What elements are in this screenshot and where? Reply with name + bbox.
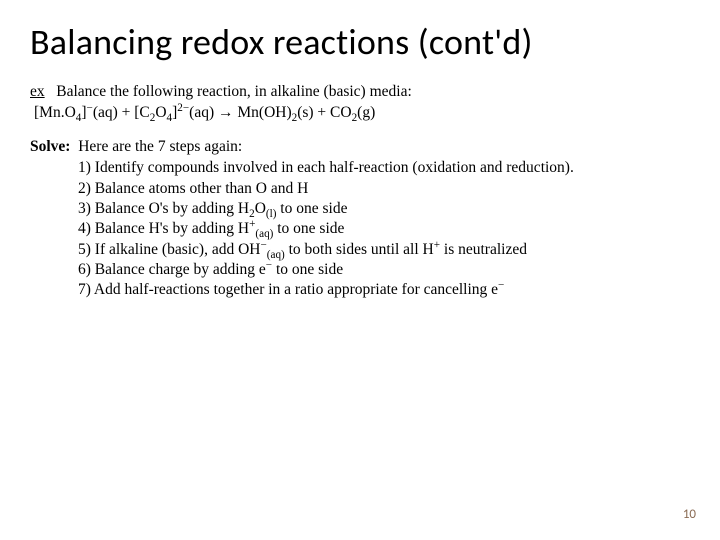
step-item: 2) Balance atoms other than O and H [78,179,690,198]
step-item: 5) If alkaline (basic), add OH−(aq) to b… [78,240,690,259]
step-item: 7) Add half-reactions together in a rati… [78,280,690,299]
step-item: 3) Balance O's by adding H2O(l) to one s… [78,199,690,218]
example-equation: [Mn.O4]−(aq) + [C2O4]2−(aq) → Mn(OH)2(s)… [34,103,690,122]
slide-body: ex Balance the following reaction, in al… [30,82,690,300]
solve-intro-text: Here are the 7 steps again: [78,138,242,155]
example-line: ex Balance the following reaction, in al… [30,82,690,101]
slide-title: Balancing redox reactions (cont'd) [30,20,690,64]
steps-list: 1) Identify compounds involved in each h… [78,158,690,300]
page-number: 10 [683,507,696,522]
slide: Balancing redox reactions (cont'd) ex Ba… [0,0,720,540]
solve-line: Solve: Here are the 7 steps again: [30,137,690,156]
solve-label: Solve: [30,138,70,155]
example-prompt: Balance the following reaction, in alkal… [56,83,412,100]
step-item: 4) Balance H's by adding H+(aq) to one s… [78,219,690,238]
example-label: ex [30,83,45,100]
step-item: 6) Balance charge by adding e− to one si… [78,260,690,279]
step-item: 1) Identify compounds involved in each h… [78,158,690,177]
